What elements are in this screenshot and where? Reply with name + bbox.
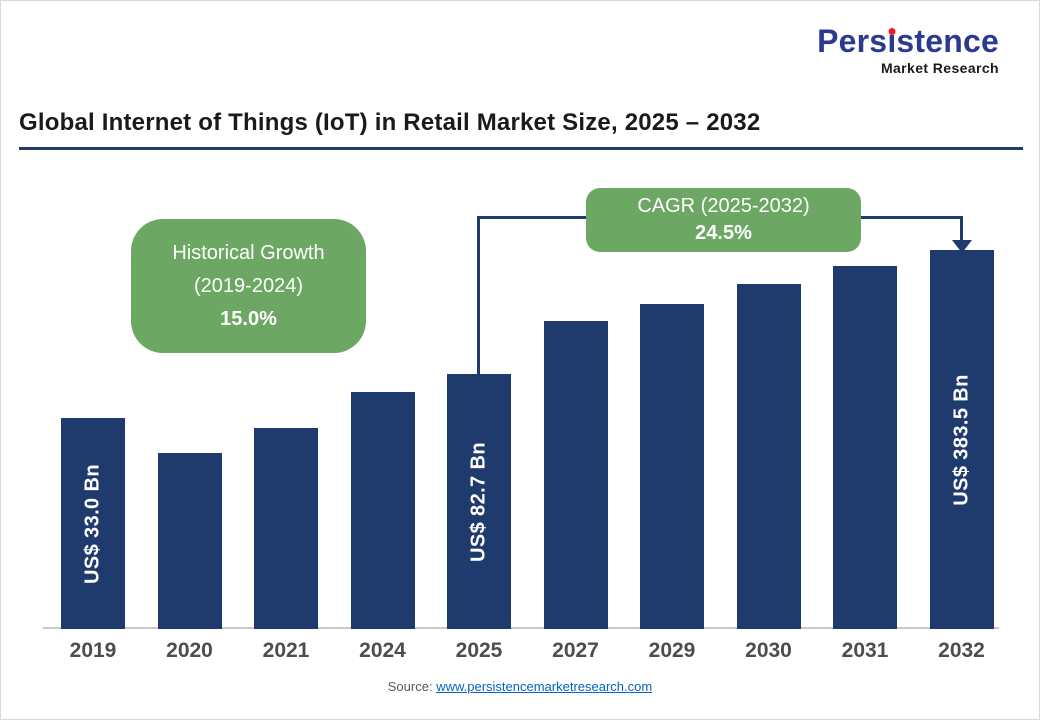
- bar-value-label-2019: US$ 33.0 Bn: [81, 463, 104, 584]
- cagr-bracket-left-line: [477, 216, 480, 374]
- bar-2032: US$ 383.5 Bn: [929, 250, 994, 629]
- cagr-value: 24.5%: [695, 222, 752, 244]
- x-axis-label-2019: 2019: [69, 639, 117, 662]
- cagr-bracket-right-line: [960, 216, 963, 242]
- bar-2030: [736, 284, 801, 629]
- logo-text-part2: ı: [887, 23, 897, 59]
- cagr-line1: CAGR (2025-2032): [637, 195, 810, 217]
- x-axis-label-2027: 2027: [552, 639, 599, 662]
- historical-growth-line1: Historical Growth: [172, 241, 325, 264]
- x-axis-label-2021: 2021: [262, 639, 310, 662]
- brand-logo-wordmark: Pers ıstence: [817, 23, 999, 59]
- source-line: Source: www.persistencemarketresearch.co…: [1, 679, 1039, 694]
- logo-dotted-i: ı: [887, 23, 897, 59]
- x-axis-label-2020: 2020: [166, 639, 213, 662]
- bar-2025: US$ 82.7 Bn: [447, 374, 511, 629]
- logo-red-dot-icon: [888, 28, 896, 35]
- brand-logo-subtitle: Market Research: [880, 59, 999, 76]
- x-axis-label-2031: 2031: [841, 639, 889, 662]
- bar-2024: [350, 392, 415, 629]
- brand-logo: Pers ıstence Market Research: [817, 23, 999, 76]
- historical-growth-callout: Historical Growth (2019-2024) 15.0%: [131, 219, 366, 353]
- bar-2027: [543, 321, 608, 629]
- logo-text-part1: Pers: [817, 23, 888, 59]
- bar-value-label-2025: US$ 82.7 Bn: [467, 441, 490, 562]
- x-axis-label-2029: 2029: [648, 639, 696, 662]
- bar-2031: [833, 266, 897, 629]
- source-link[interactable]: www.persistencemarketresearch.com: [436, 679, 653, 694]
- bar-2019: US$ 33.0 Bn: [61, 418, 125, 629]
- x-axis-label-2024: 2024: [359, 639, 406, 662]
- bar-2029: [640, 304, 704, 629]
- x-axis-label-2030: 2030: [745, 639, 792, 662]
- bar-2020: [157, 453, 222, 629]
- logo-text-part3: stence: [896, 23, 999, 59]
- cagr-callout: CAGR (2025-2032) 24.5%: [586, 188, 861, 252]
- x-axis-label-2025: 2025: [455, 639, 503, 662]
- page-title: Global Internet of Things (IoT) in Retai…: [19, 109, 761, 136]
- bar-2021: [254, 428, 318, 629]
- x-axis-baseline: [43, 627, 999, 629]
- bar-value-label-2032: US$ 383.5 Bn: [950, 373, 972, 506]
- historical-growth-value: 15.0%: [220, 307, 277, 330]
- x-axis-label-2032: 2032: [938, 639, 985, 662]
- title-underline: [19, 147, 1023, 150]
- cagr-arrow-down-icon: [952, 240, 972, 253]
- source-prefix: Source:: [387, 679, 437, 694]
- historical-growth-line2: (2019-2024): [194, 274, 303, 297]
